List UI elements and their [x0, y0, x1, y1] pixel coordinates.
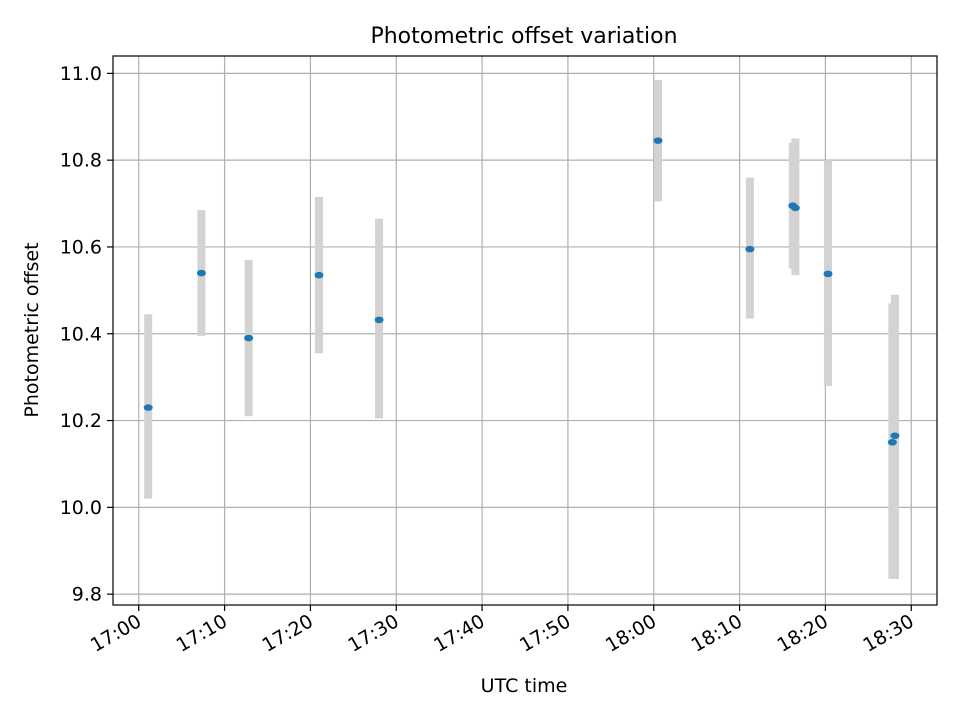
x-tick-label: 17:50: [516, 610, 574, 656]
x-tick-label: 18:20: [773, 610, 831, 656]
y-tick-label: 9.8: [72, 584, 102, 606]
x-tick-label: 17:00: [87, 610, 145, 656]
x-tick-label: 17:20: [258, 610, 316, 656]
error-bars: [144, 79, 899, 579]
plot-frame: [112, 55, 938, 606]
x-tick-label: 18:00: [602, 610, 660, 656]
y-tick-label: 11.0: [60, 63, 102, 85]
chart-title: Photometric offset variation: [370, 24, 677, 49]
y-tick-label: 10.6: [60, 236, 102, 258]
x-tick-label: 18:10: [688, 610, 746, 656]
data-point: [314, 271, 324, 279]
y-tick-label: 10.2: [60, 410, 102, 432]
data-point: [823, 270, 833, 278]
x-tick-label: 17:30: [344, 610, 402, 656]
data-point: [244, 334, 254, 342]
data-point: [196, 269, 206, 277]
y-tick-label: 10.0: [60, 497, 102, 519]
data-point: [143, 404, 153, 411]
grid: [113, 56, 937, 605]
x-tick-label: 17:10: [173, 610, 231, 656]
y-tick-label: 10.4: [60, 323, 102, 345]
y-tick-label: 10.8: [60, 150, 102, 172]
data-point: [653, 137, 663, 144]
data-points: [143, 137, 900, 446]
data-point: [890, 432, 900, 440]
y-axis-label: Photometric offset: [21, 242, 43, 417]
data-point: [887, 438, 897, 446]
data-point: [790, 204, 800, 212]
data-point: [745, 245, 755, 253]
x-tick-label: 18:30: [859, 610, 917, 656]
data-point: [374, 316, 384, 324]
x-axis-label: UTC time: [481, 675, 568, 697]
x-tick-label: 17:40: [430, 610, 488, 656]
